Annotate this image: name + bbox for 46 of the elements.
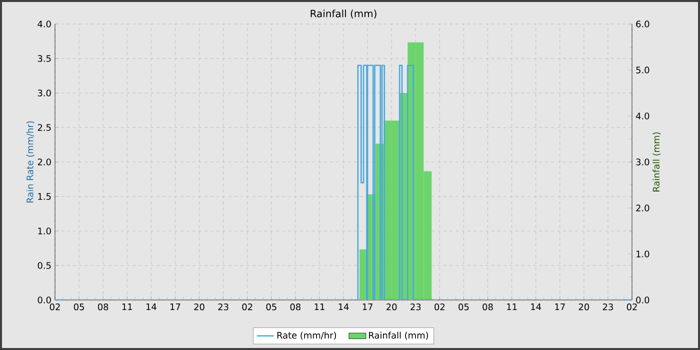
y-tick-label: 3.0	[38, 90, 51, 96]
y2-tick-label: 2.0	[636, 204, 650, 212]
y-tick-label: 2.5	[38, 124, 51, 131]
x-tick-label: 11	[314, 304, 324, 310]
y-tick-label: 1.5	[38, 193, 51, 200]
x-tick-label: 08	[482, 304, 493, 310]
y2-tick-label: 5.0	[636, 66, 650, 74]
y-tick-label: 2.0	[38, 158, 51, 166]
x-tick-label: 14	[531, 304, 542, 310]
y-tick-label: 3.5	[38, 55, 51, 62]
x-tick-label: 02	[50, 304, 60, 310]
x-tick-label: 05	[74, 304, 84, 310]
y2-tick-label: 6.0	[636, 20, 650, 28]
x-tick-label: 20	[578, 304, 590, 310]
x-tick-label: 05	[266, 304, 276, 310]
y2-tick-label: 1.0	[636, 250, 650, 258]
y-axis-title: Rain Rate (mm/hr)	[26, 121, 34, 203]
x-tick-label: 02	[434, 304, 444, 310]
y2-tick-label: 0.0	[636, 296, 650, 304]
y-tick-label: 0.5	[38, 262, 51, 269]
x-tick-label: 05	[458, 304, 469, 310]
x-tick-label: 14	[338, 304, 349, 310]
y-tick-label: 1.0	[38, 228, 51, 234]
x-tick-label: 23	[410, 304, 421, 310]
x-tick-label: 20	[194, 304, 204, 310]
x-tick-label: 02	[242, 304, 252, 310]
x-tick-label: 23	[602, 304, 613, 310]
y2-tick-label: 3.0	[636, 158, 650, 166]
x-tick-label: 17	[170, 304, 180, 310]
y2-axis-title: Rainfall (mm)	[652, 132, 661, 192]
x-tick-label: 11	[122, 304, 132, 310]
chart-title: Rainfall (mm)	[310, 10, 376, 18]
x-tick-label: 02	[626, 304, 637, 310]
x-tick-label: 14	[146, 304, 156, 310]
x-tick-label: 08	[290, 304, 301, 310]
x-tick-label: 17	[555, 304, 565, 310]
x-tick-label: 08	[98, 304, 108, 310]
x-tick-label: 11	[507, 304, 517, 310]
y2-tick-label: 4.0	[636, 112, 650, 120]
x-tick-label: 20	[386, 304, 397, 310]
legend-label: Rate (mm/hr)	[277, 332, 336, 340]
x-tick-label: 17	[362, 304, 372, 310]
y-tick-label: 4.0	[38, 20, 51, 28]
legend-label: Rainfall (mm)	[369, 332, 428, 340]
y-tick-label: 0.0	[38, 296, 51, 304]
x-tick-label: 23	[218, 304, 228, 310]
